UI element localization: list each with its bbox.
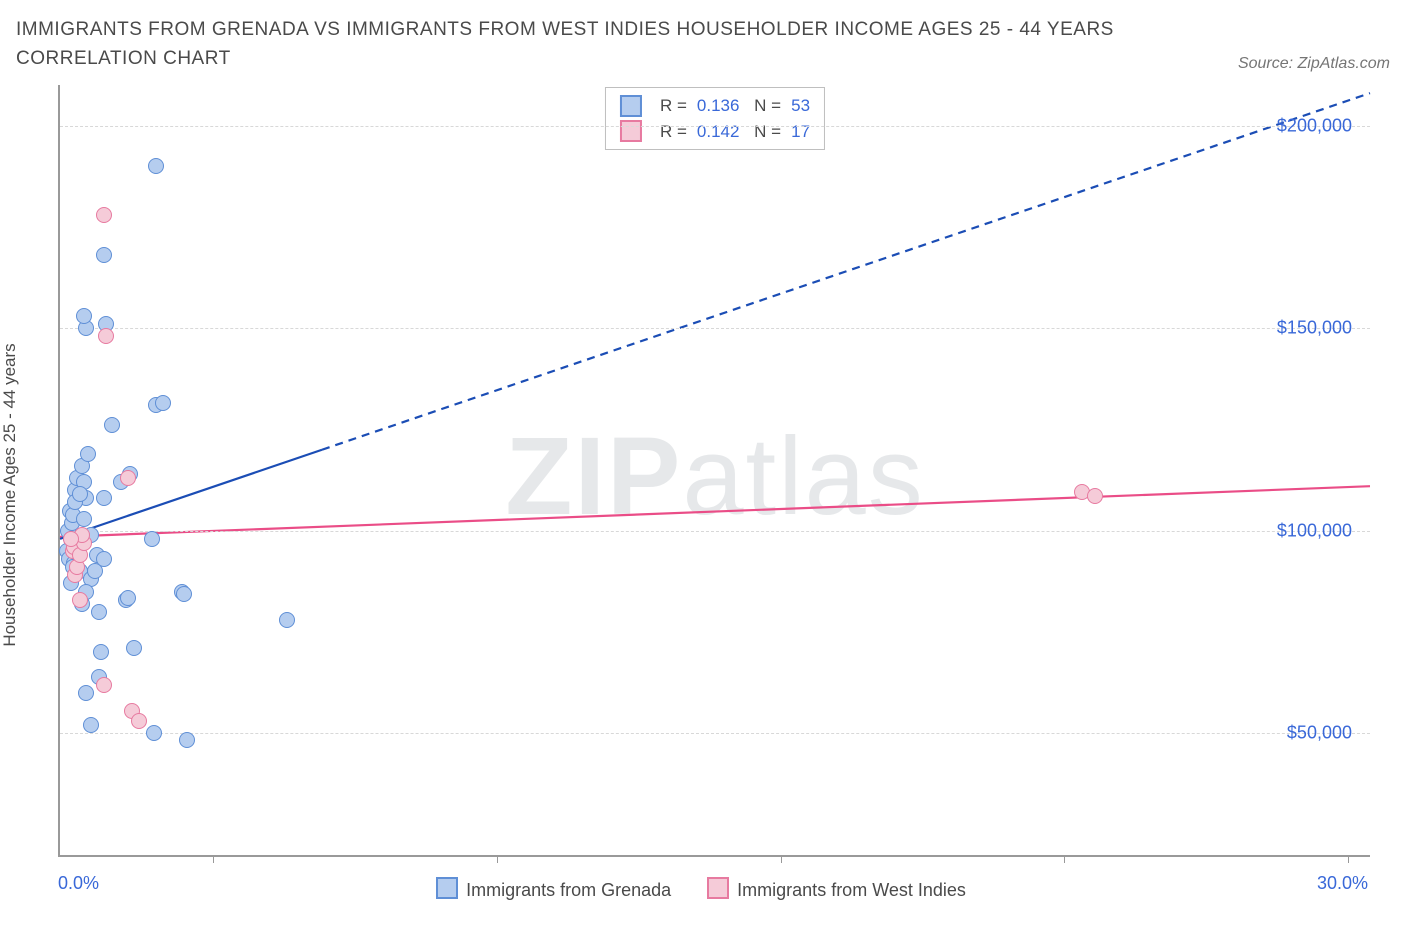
legend-swatch-westindies [620,120,642,142]
data-point [144,531,160,547]
correlation-chart: Householder Income Ages 25 - 44 years ZI… [16,85,1386,905]
data-point [131,713,147,729]
legend-swatch-icon [707,877,729,899]
data-point [72,486,88,502]
y-tick-label: $150,000 [1277,318,1352,339]
trend-lines [60,85,1370,855]
data-point [148,158,164,174]
stats-legend: R =0.136 N =53 R =0.142 N =17 [605,87,825,150]
y-tick-label: $100,000 [1277,520,1352,541]
data-point [104,417,120,433]
y-axis-label: Householder Income Ages 25 - 44 years [0,343,20,646]
data-point [80,446,96,462]
data-point [63,531,79,547]
y-tick-label: $50,000 [1287,723,1352,744]
data-point [76,308,92,324]
data-point [98,328,114,344]
data-point [126,640,142,656]
data-point [176,586,192,602]
y-tick-label: $200,000 [1277,115,1352,136]
data-point [279,612,295,628]
data-point [120,590,136,606]
data-point [96,207,112,223]
data-point [91,604,107,620]
legend-swatch-icon [436,877,458,899]
data-point [179,732,195,748]
data-point [96,247,112,263]
data-point [120,470,136,486]
data-point [78,685,94,701]
data-point [96,551,112,567]
gridline [60,733,1370,734]
data-point [76,511,92,527]
plot-area: ZIPatlas R =0.136 N =53 R =0.142 N =17 $… [58,85,1370,857]
source-label: Source: ZipAtlas.com [1238,55,1390,73]
gridline [60,126,1370,127]
data-point [96,490,112,506]
data-point [93,644,109,660]
data-point [96,677,112,693]
data-point [83,717,99,733]
data-point [146,725,162,741]
series-legend: Immigrants from Grenada Immigrants from … [16,877,1386,901]
legend-swatch-grenada [620,95,642,117]
gridline [60,531,1370,532]
data-point [155,395,171,411]
legend-item-grenada: Immigrants from Grenada [436,877,671,901]
data-point [1087,488,1103,504]
page-title: IMMIGRANTS FROM GRENADA VS IMMIGRANTS FR… [16,16,1116,73]
data-point [72,592,88,608]
gridline [60,328,1370,329]
legend-item-westindies: Immigrants from West Indies [707,877,966,901]
